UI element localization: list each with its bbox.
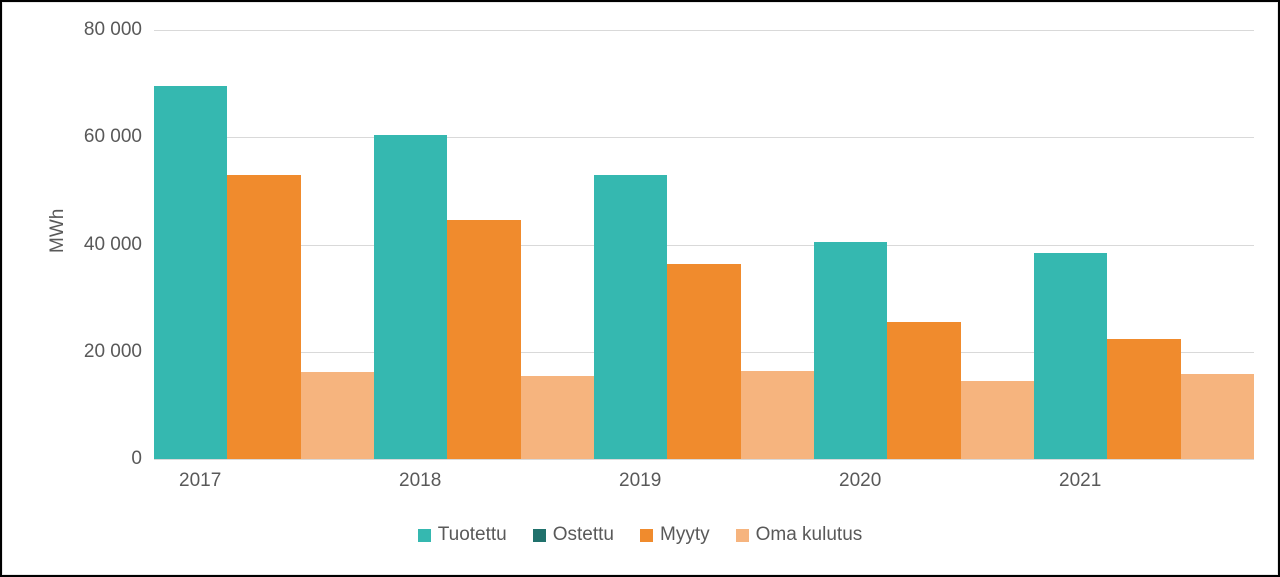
y-axis-title: MWh: [47, 208, 68, 253]
x-tick-label-2017: 2017: [179, 470, 222, 491]
bar-tuotettu-2020: [814, 241, 888, 459]
gridline-80000: [154, 30, 1254, 31]
gridline-40000: [154, 244, 1254, 246]
bar-myyty-2017: [227, 174, 301, 459]
legend-item-ostettu: Ostettu: [532, 524, 614, 546]
y-tick-label-60000: 60 000: [83, 126, 142, 148]
x-tick-label-2019: 2019: [619, 470, 662, 491]
y-tick-label-0: 0: [131, 448, 142, 469]
bar-myyty-2020: [887, 322, 961, 459]
legend-swatch-myyty-icon: [640, 528, 653, 542]
legend-item-myyty: Myyty: [640, 524, 710, 546]
y-tick-label-20000: 20 000: [83, 340, 142, 362]
bar-oma-kulutus-2019: [740, 371, 814, 459]
bar-oma-kulutus-2018: [520, 375, 594, 459]
y-tick-label-80000: 80 000: [83, 19, 142, 40]
bar-myyty-2019: [667, 263, 741, 459]
legend-label-myyty: Myyty: [660, 524, 710, 545]
bar-oma-kulutus-2021: [1180, 374, 1254, 459]
bar-tuotettu-2018: [374, 134, 448, 459]
legend: Tuotettu Ostettu Myyty Oma kulutus: [2, 524, 1278, 546]
gridline-60000: [154, 137, 1254, 139]
legend-swatch-oma-kulutus-icon: [735, 528, 749, 542]
x-tick-label-2021: 2021: [1059, 470, 1102, 491]
gridline-0: [154, 459, 1254, 460]
bar-oma-kulutus-2020: [960, 381, 1034, 459]
bar-tuotettu-2021: [1034, 253, 1108, 459]
legend-item-tuotettu: Tuotettu: [417, 524, 507, 546]
bar-tuotettu-2017: [154, 86, 228, 459]
y-tick-label-40000: 40 000: [83, 233, 142, 255]
x-tick-label-2020: 2020: [839, 470, 882, 491]
x-tick-label-2018: 2018: [399, 470, 442, 491]
legend-label-tuotettu: Tuotettu: [437, 524, 507, 545]
legend-label-ostettu: Ostettu: [552, 524, 614, 545]
legend-swatch-ostettu-icon: [532, 528, 546, 542]
bar-myyty-2018: [447, 220, 521, 459]
bar-tuotettu-2019: [594, 174, 668, 459]
legend-swatch-tuotettu-icon: [417, 528, 431, 542]
bar-myyty-2021: [1107, 339, 1181, 459]
legend-label-oma-kulutus: Oma kulutus: [755, 524, 863, 545]
legend-item-oma-kulutus: Oma kulutus: [735, 524, 863, 546]
bar-oma-kulutus-2017: [300, 372, 374, 459]
